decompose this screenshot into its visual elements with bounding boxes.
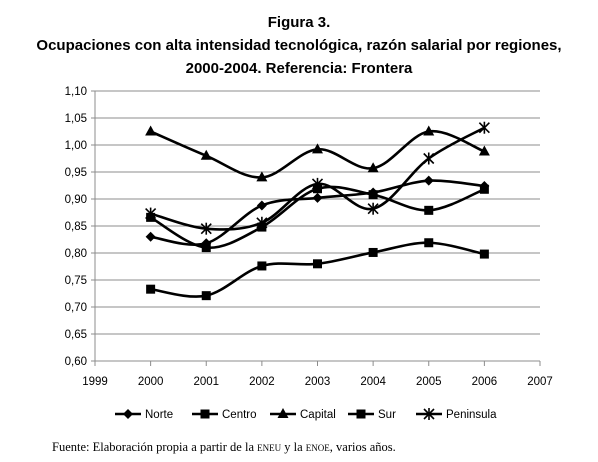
legend-marker-norte <box>123 409 133 419</box>
y-tick-label: 0,65 <box>65 329 87 341</box>
point-sur <box>368 190 378 200</box>
source-middle: y la <box>281 440 306 454</box>
series-lines <box>145 121 490 301</box>
point-norte <box>145 231 156 242</box>
point-capital <box>200 149 212 160</box>
legend-label-capital: Capital <box>300 409 336 421</box>
legend-label-centro: Centro <box>222 409 257 421</box>
source-prefix: Fuente: Elaboración propia a partir de l… <box>52 440 258 454</box>
point-peninsula <box>367 202 379 215</box>
point-centro <box>146 284 156 294</box>
y-tick-label: 0,95 <box>65 167 87 179</box>
point-centro <box>368 247 378 257</box>
chart-title: Ocupaciones con alta intensidad tecnológ… <box>36 37 562 54</box>
point-peninsula <box>256 216 268 229</box>
point-sur <box>201 243 211 253</box>
legend-marker-capital <box>277 408 289 418</box>
x-tick-label: 2000 <box>138 376 164 388</box>
point-norte <box>312 192 323 203</box>
axes <box>91 90 541 366</box>
x-tick-labels: 1999 2000 2001 2002 2003 2004 2005 2006 2007 <box>82 376 553 388</box>
chart-subtitle: 2000-2004. Referencia: Frontera <box>185 60 413 77</box>
y-tick-label: 1,10 <box>65 86 87 98</box>
x-tick-label: 1999 <box>82 376 108 388</box>
source-enoe: enoe <box>305 440 330 454</box>
x-tick-label: 2003 <box>305 376 331 388</box>
gridlines <box>95 90 540 335</box>
y-tick-label: 0,75 <box>65 275 87 287</box>
point-capital <box>312 143 323 154</box>
point-centro <box>201 291 211 301</box>
point-capital <box>367 162 379 173</box>
point-capital <box>145 125 157 136</box>
y-tick-labels: 0,60 0,65 0,70 0,75 0,80 0,85 0,90 0,95 1,00 1,05… <box>65 86 87 368</box>
y-tick-label: 1,00 <box>65 140 87 152</box>
line-chart: 0,60 0,65 0,70 0,75 0,80 0,85 0,90 0,95 1,00 1,05… <box>65 86 553 421</box>
legend: Norte Centro Capital Sur Peninsula <box>115 408 497 421</box>
point-centro <box>313 259 322 269</box>
point-norte <box>423 175 434 186</box>
x-tick-label: 2007 <box>527 376 553 388</box>
source-eneu: eneu <box>257 440 282 454</box>
x-tick-label: 2004 <box>360 376 386 388</box>
y-tick-label: 0,70 <box>65 302 87 314</box>
point-peninsula <box>478 121 490 134</box>
point-capital <box>256 171 268 182</box>
source-suffix: , varios años. <box>329 440 396 454</box>
legend-marker-sur <box>356 409 366 419</box>
x-tick-label: 2001 <box>193 376 219 388</box>
point-centro <box>257 261 267 271</box>
legend-marker-peninsula <box>423 408 435 420</box>
point-centro <box>479 249 489 259</box>
point-norte <box>256 200 267 211</box>
point-sur <box>479 184 489 194</box>
y-tick-label: 0,80 <box>65 248 87 260</box>
x-tick-label: 2005 <box>416 376 442 388</box>
point-capital <box>478 145 490 156</box>
y-tick-label: 0,90 <box>65 194 87 206</box>
y-tick-label: 0,60 <box>65 356 87 368</box>
y-tick-label: 1,05 <box>65 113 87 125</box>
series-line-centro <box>150 241 485 298</box>
point-peninsula <box>423 152 435 165</box>
legend-marker-centro <box>200 409 210 419</box>
y-tick-label: 0,85 <box>65 221 87 233</box>
point-peninsula <box>311 177 324 190</box>
legend-label-sur: Sur <box>378 409 396 421</box>
legend-label-peninsula: Peninsula <box>446 409 497 421</box>
point-sur <box>424 205 434 215</box>
point-centro <box>424 238 434 248</box>
point-peninsula <box>145 207 157 220</box>
point-capital <box>423 125 435 136</box>
chart-figure-label: Figura 3. <box>267 14 331 31</box>
x-tick-label: 2002 <box>249 376 275 388</box>
point-peninsula <box>200 222 212 235</box>
x-tick-label: 2006 <box>472 376 498 388</box>
source-note: Fuente: Elaboración propia a partir de l… <box>52 440 396 455</box>
legend-label-norte: Norte <box>145 409 173 421</box>
